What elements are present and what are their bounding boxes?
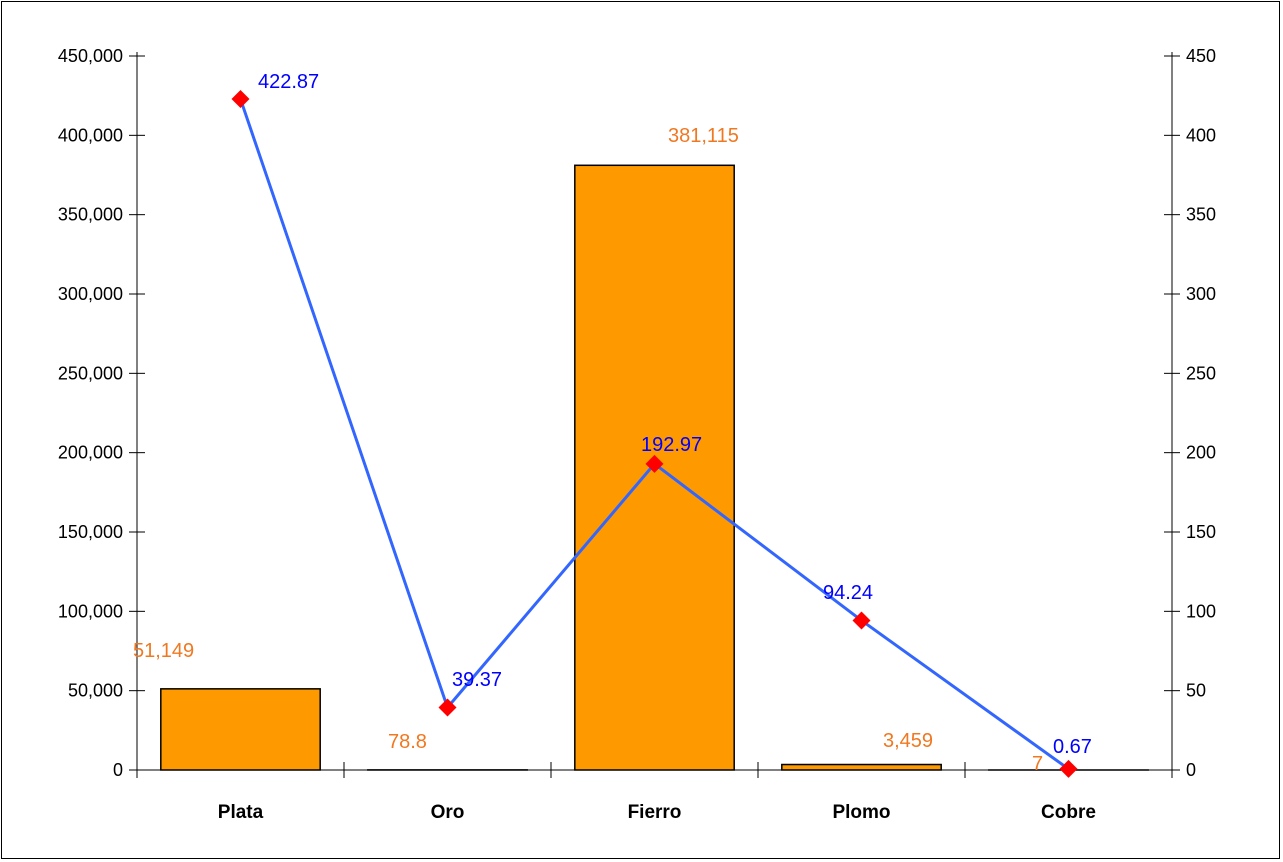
line-point-plomo — [852, 611, 871, 630]
y-left-tick-label: 0 — [113, 760, 123, 780]
bar-data-label: 381,115 — [668, 125, 739, 147]
y-left-tick-label: 450,000 — [58, 46, 123, 66]
y-left-tick-label: 300,000 — [58, 284, 123, 304]
y-right-tick-label: 250 — [1186, 363, 1216, 383]
line-point-cobre — [1059, 759, 1078, 778]
bar-data-label: 7 — [1032, 753, 1043, 775]
y-left-tick-label: 100,000 — [58, 601, 123, 621]
bar-data-label: 51,149 — [133, 640, 194, 662]
y-right-tick-label: 100 — [1186, 601, 1216, 621]
bar-data-label: 3,459 — [883, 730, 933, 752]
y-right-tick-label: 50 — [1186, 681, 1206, 701]
bar-plomo — [781, 763, 942, 771]
y-left-tick-label: 150,000 — [58, 522, 123, 542]
line-data-label: 94.24 — [823, 582, 873, 604]
y-right-tick-label: 350 — [1186, 205, 1216, 225]
y-left-tick-label: 350,000 — [58, 205, 123, 225]
x-tick-label-plomo: Plomo — [832, 802, 890, 823]
y-right-tick-label: 400 — [1186, 125, 1216, 145]
x-tick-label-oro: Oro — [431, 802, 465, 823]
y-left-tick-label: 200,000 — [58, 443, 123, 463]
y-right-tick-label: 150 — [1186, 522, 1216, 542]
line-data-label: 192.97 — [641, 434, 702, 456]
line-point-oro — [438, 698, 457, 717]
line-data-label: 422.87 — [258, 71, 319, 93]
y-right-tick-label: 450 — [1186, 46, 1216, 66]
bar-plata — [160, 688, 321, 771]
line-data-label: 0.67 — [1053, 736, 1092, 758]
y-right-tick-label: 0 — [1186, 760, 1196, 780]
x-tick-label-plata: Plata — [218, 802, 264, 823]
line-point-fierro — [645, 454, 664, 473]
x-tick-label-fierro: Fierro — [628, 802, 682, 823]
line-point-plata — [231, 90, 250, 109]
bar-data-label: 78.8 — [388, 731, 427, 753]
y-left-tick-label: 250,000 — [58, 363, 123, 383]
y-left-tick-label: 50,000 — [68, 681, 123, 701]
x-tick-label-cobre: Cobre — [1041, 802, 1096, 823]
y-right-tick-label: 300 — [1186, 284, 1216, 304]
y-left-tick-label: 400,000 — [58, 125, 123, 145]
y-right-tick-label: 200 — [1186, 443, 1216, 463]
line-data-label: 39.37 — [452, 669, 502, 691]
